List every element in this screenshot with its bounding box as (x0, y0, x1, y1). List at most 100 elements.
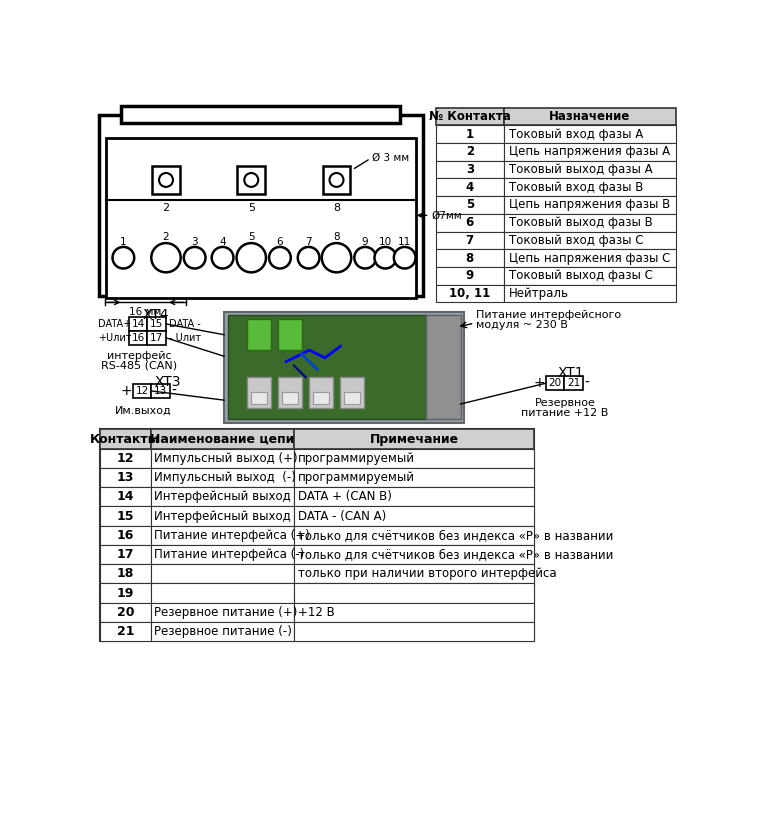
Bar (294, 506, 534, 526)
Text: 16: 16 (116, 528, 134, 541)
Text: 3: 3 (192, 237, 198, 246)
Bar (546, 376, 564, 390)
Bar (150, 449, 294, 468)
Text: 9: 9 (362, 237, 369, 246)
Text: 8: 8 (333, 232, 340, 242)
Text: Питание интерфейсного: Питание интерфейсного (476, 311, 621, 320)
Bar (504, 250, 676, 267)
Bar (310, 377, 333, 408)
Bar (100, 526, 150, 545)
Text: 18: 18 (116, 567, 134, 580)
Text: питание +12 В: питание +12 В (521, 408, 609, 418)
Bar (294, 622, 534, 641)
Bar (150, 487, 294, 506)
Text: Цепь напряжения фазы C: Цепь напряжения фазы C (508, 251, 670, 264)
Bar (436, 214, 504, 232)
Circle shape (212, 247, 233, 268)
Bar (504, 267, 676, 285)
Text: 6: 6 (276, 237, 283, 246)
Bar (100, 584, 150, 602)
Text: Примечание: Примечание (370, 433, 459, 446)
Text: Резервное питание (+): Резервное питание (+) (154, 606, 298, 619)
Text: 13: 13 (116, 471, 134, 484)
Text: Интерфейсный выход: Интерфейсный выход (154, 490, 291, 503)
Text: 14: 14 (116, 490, 134, 503)
Bar (100, 487, 150, 506)
Text: 6: 6 (466, 216, 474, 229)
Text: 21: 21 (567, 378, 581, 389)
Text: 12: 12 (136, 386, 149, 396)
Bar (150, 584, 294, 602)
Text: Токовый вход фазы A: Токовый вход фазы A (508, 128, 643, 141)
Bar (436, 161, 504, 178)
Circle shape (159, 173, 173, 187)
Text: - Uлит: - Uлит (169, 333, 201, 343)
Text: Резервное питание (-): Резервное питание (-) (154, 625, 293, 638)
Text: 15: 15 (150, 319, 163, 329)
Text: Контакты: Контакты (90, 433, 160, 446)
Text: 9: 9 (466, 269, 474, 282)
Text: Наименование цепи: Наименование цепи (150, 433, 294, 446)
Text: 16 мм: 16 мм (129, 307, 161, 316)
Text: Токовый выход фазы A: Токовый выход фазы A (508, 163, 652, 176)
Text: Питание интерфейса (+): Питание интерфейса (+) (154, 528, 310, 541)
Bar (294, 564, 534, 584)
Text: модуля ~ 230 В: модуля ~ 230 В (476, 320, 568, 330)
Bar (504, 232, 676, 250)
Text: Им.выход: Им.выход (115, 406, 171, 416)
Bar (150, 526, 294, 545)
Circle shape (244, 173, 258, 187)
Text: программируемый: программируемый (298, 471, 415, 484)
Bar (504, 107, 676, 125)
Text: 5: 5 (248, 232, 255, 242)
Bar (100, 545, 150, 564)
Text: только для счётчиков без индекса «P» в названии: только для счётчиков без индекса «P» в н… (298, 528, 613, 541)
Text: 10: 10 (379, 237, 392, 246)
Bar (100, 564, 150, 584)
Bar (294, 584, 534, 602)
Text: XT3: XT3 (154, 376, 181, 389)
Bar (100, 602, 150, 622)
Bar (504, 285, 676, 302)
Bar (100, 429, 150, 449)
Text: 15: 15 (116, 510, 134, 523)
Bar (150, 468, 294, 487)
Bar (99, 115, 424, 296)
Bar (247, 377, 270, 408)
Bar (228, 315, 426, 420)
Text: 10, 11: 10, 11 (449, 287, 490, 300)
Text: 2: 2 (162, 202, 169, 213)
Bar (504, 178, 676, 196)
Circle shape (393, 247, 416, 268)
Text: Токовый вход фазы B: Токовый вход фазы B (508, 180, 643, 193)
Bar (294, 449, 534, 468)
Text: 8: 8 (466, 251, 474, 264)
Text: -: - (584, 376, 589, 390)
Text: Нейтраль: Нейтраль (508, 287, 568, 300)
Text: 7: 7 (466, 234, 474, 247)
Circle shape (298, 247, 320, 268)
Bar (436, 232, 504, 250)
Bar (100, 468, 150, 487)
Bar (436, 196, 504, 214)
Bar (564, 376, 583, 390)
Bar (150, 506, 294, 526)
Text: 14: 14 (132, 319, 145, 329)
Bar (129, 331, 147, 345)
Bar (436, 107, 504, 125)
Text: 4: 4 (219, 237, 226, 246)
Bar (147, 317, 166, 331)
Bar (279, 320, 302, 350)
Circle shape (374, 247, 397, 268)
Bar (294, 487, 534, 506)
Text: 13: 13 (154, 386, 167, 396)
Bar (150, 602, 294, 622)
Bar (340, 377, 363, 408)
Text: 20: 20 (548, 378, 561, 389)
Bar (504, 161, 676, 178)
Text: 19: 19 (116, 586, 134, 599)
Bar (436, 285, 504, 302)
Text: DATA -: DATA - (169, 319, 201, 329)
Bar (504, 214, 676, 232)
Bar (100, 449, 150, 468)
